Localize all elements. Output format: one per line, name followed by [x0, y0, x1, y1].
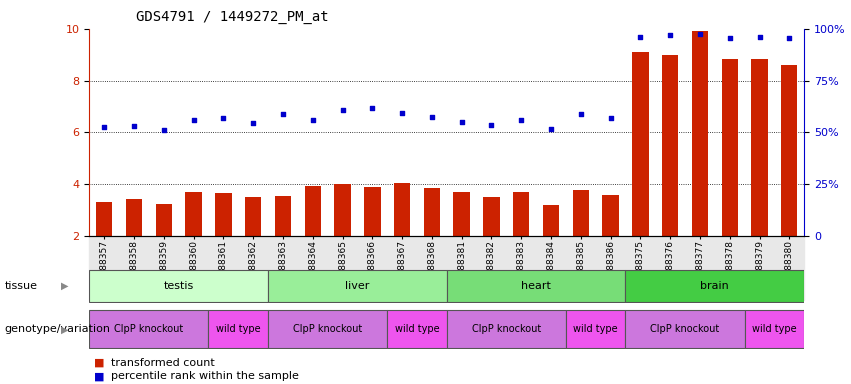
Bar: [483, 197, 500, 236]
Bar: [334, 184, 351, 236]
Bar: [722, 59, 738, 236]
Point: [544, 126, 557, 132]
Text: wild type: wild type: [216, 324, 260, 334]
Text: heart: heart: [521, 281, 551, 291]
Bar: [573, 190, 589, 236]
Bar: [186, 192, 202, 236]
Text: wild type: wild type: [574, 324, 618, 334]
Point: [514, 116, 528, 122]
Text: ClpP knockout: ClpP knockout: [114, 324, 184, 334]
Bar: [424, 188, 440, 236]
Bar: [603, 195, 619, 236]
Bar: [126, 199, 142, 236]
Bar: [543, 205, 559, 236]
Bar: [662, 55, 678, 236]
FancyBboxPatch shape: [745, 310, 804, 348]
Bar: [245, 197, 261, 236]
Point: [782, 35, 796, 41]
Text: ▶: ▶: [61, 324, 69, 334]
Point: [722, 35, 736, 41]
Text: tissue: tissue: [4, 281, 37, 291]
Bar: [215, 194, 231, 236]
Bar: [692, 31, 708, 236]
Point: [97, 124, 111, 130]
Point: [395, 110, 408, 116]
Text: transformed count: transformed count: [111, 358, 214, 368]
Text: wild type: wild type: [752, 324, 797, 334]
Point: [216, 115, 230, 121]
Text: ClpP knockout: ClpP knockout: [650, 324, 720, 334]
Bar: [751, 59, 768, 236]
Text: genotype/variation: genotype/variation: [4, 324, 111, 334]
Bar: [305, 185, 321, 236]
Text: ■: ■: [94, 358, 104, 368]
Text: ▶: ▶: [61, 281, 69, 291]
Bar: [394, 183, 410, 236]
Text: ClpP knockout: ClpP knockout: [293, 324, 363, 334]
Point: [335, 108, 349, 114]
Text: percentile rank within the sample: percentile rank within the sample: [111, 371, 299, 381]
Text: wild type: wild type: [395, 324, 439, 334]
FancyBboxPatch shape: [566, 310, 625, 348]
Point: [663, 32, 677, 38]
Point: [365, 105, 379, 111]
Point: [484, 122, 498, 128]
Point: [246, 120, 260, 126]
Point: [693, 31, 706, 37]
FancyBboxPatch shape: [89, 270, 268, 302]
FancyBboxPatch shape: [89, 310, 208, 348]
Point: [127, 123, 140, 129]
FancyBboxPatch shape: [268, 310, 387, 348]
Point: [425, 114, 438, 120]
Text: brain: brain: [700, 281, 729, 291]
Point: [752, 33, 766, 40]
Point: [633, 33, 647, 40]
Point: [574, 111, 587, 118]
Text: ■: ■: [94, 371, 104, 381]
FancyBboxPatch shape: [268, 270, 447, 302]
FancyBboxPatch shape: [208, 310, 268, 348]
Text: liver: liver: [346, 281, 369, 291]
FancyBboxPatch shape: [387, 310, 447, 348]
Bar: [275, 196, 291, 236]
Point: [276, 111, 289, 118]
Text: GDS4791 / 1449272_PM_at: GDS4791 / 1449272_PM_at: [136, 10, 328, 23]
Bar: [513, 192, 529, 236]
FancyBboxPatch shape: [447, 270, 625, 302]
Text: ClpP knockout: ClpP knockout: [471, 324, 541, 334]
Bar: [156, 204, 172, 236]
Bar: [96, 202, 112, 236]
FancyBboxPatch shape: [447, 310, 566, 348]
Text: testis: testis: [163, 281, 194, 291]
Point: [186, 116, 200, 122]
Bar: [781, 65, 797, 236]
Bar: [632, 52, 648, 236]
Point: [454, 119, 468, 125]
Point: [306, 116, 319, 122]
Point: [603, 115, 617, 121]
Bar: [454, 192, 470, 236]
FancyBboxPatch shape: [625, 310, 745, 348]
Bar: [364, 187, 380, 236]
FancyBboxPatch shape: [625, 270, 804, 302]
Point: [157, 127, 170, 133]
